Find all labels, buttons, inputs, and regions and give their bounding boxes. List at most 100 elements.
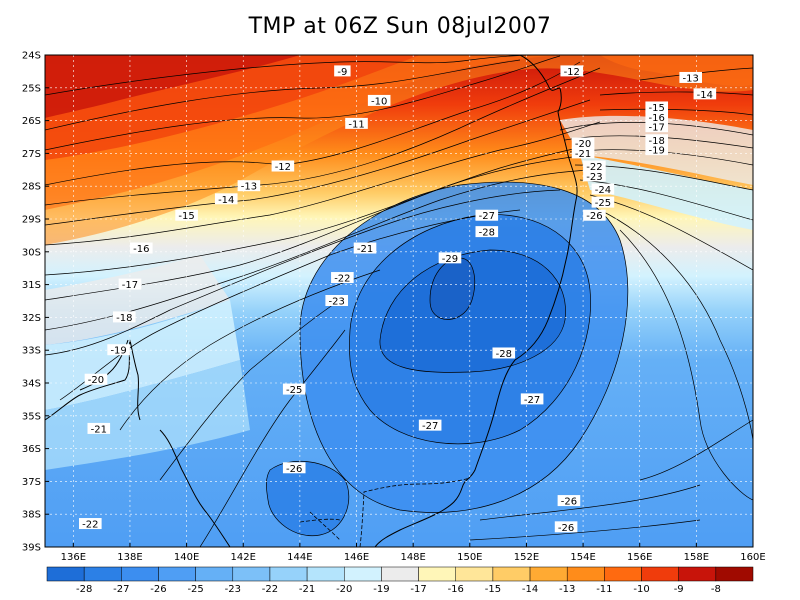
contour-label: -26: [583, 209, 606, 222]
colorbar-swatch: [529, 566, 568, 582]
lon-tick-label: 140E: [174, 552, 199, 563]
colorbar-swatch: [381, 566, 419, 582]
contour-label: -18: [112, 311, 136, 324]
contour-label: -21: [571, 147, 595, 160]
colorbar-label: -9: [674, 584, 684, 595]
contour-label-bg: [693, 88, 717, 100]
contour-label: -14: [214, 193, 238, 206]
contour-label-bg: [87, 422, 111, 434]
contour-label-text: -21: [357, 244, 373, 255]
lon-tick-label: 144E: [287, 552, 312, 563]
lon-tick-label: 136E: [61, 552, 86, 563]
contour-label: -26: [282, 462, 306, 475]
contour-label: -19: [645, 144, 669, 157]
contour-label-bg: [367, 94, 391, 106]
colorbar-label: -28: [76, 584, 92, 595]
contour-label-bg: [331, 272, 354, 284]
colorbar-label: -23: [225, 584, 241, 595]
lat-tick-label: 34S: [22, 379, 41, 390]
contour-label: -27: [475, 209, 499, 222]
contour-label-text: -22: [82, 520, 98, 531]
contour-label-bg: [345, 117, 368, 129]
contour-label-bg: [79, 518, 102, 530]
lat-tick-label: 25S: [22, 83, 41, 94]
contour-label-bg: [591, 183, 615, 195]
colorbar-swatch: [492, 566, 531, 582]
contour-label-bg: [214, 193, 238, 205]
colorbar: [46, 566, 754, 582]
contour-label-bg: [84, 373, 108, 385]
contour-label-text: -27: [422, 421, 438, 432]
colorbar-swatch: [604, 566, 642, 582]
colorbar-swatch: [83, 566, 122, 582]
colorbar-swatch: [121, 566, 159, 582]
contour-label-text: -26: [558, 523, 574, 534]
contour-label-bg: [560, 65, 584, 77]
contour-label-bg: [583, 160, 606, 172]
colorbar-swatch: [566, 566, 605, 582]
colorbar-label: -8: [711, 584, 721, 595]
colorbar-swatch: [195, 566, 234, 582]
contour-label: -29: [438, 252, 462, 265]
contour-label-text: -26: [286, 464, 302, 475]
contour-label-text: -21: [91, 424, 107, 435]
colorbar-swatch: [344, 566, 382, 582]
lon-tick-label: 150E: [457, 552, 482, 563]
contour-labels: -9-10-11-12-13-14-15-16-17-18-19-20-21-2…: [79, 65, 717, 534]
contour-label-bg: [353, 242, 377, 254]
lon-tick-label: 142E: [231, 552, 256, 563]
contour-label-text: -15: [178, 211, 194, 222]
contour-label-text: -14: [218, 195, 234, 206]
contour-label: -25: [282, 383, 306, 396]
contour-label-bg: [679, 71, 702, 83]
lat-tick-label: 32S: [22, 313, 41, 324]
colorbar-labels: -28 -27 -26 -25 -23 -22 -21 -20 -19 -17 -16 -15 -14 -…: [76, 584, 721, 595]
contour-label-text: -14: [697, 90, 713, 101]
lat-tick-label: 39S: [22, 543, 41, 554]
lat-tick-label: 31S: [22, 280, 41, 291]
colorbar-label: -26: [150, 584, 166, 595]
map-frame: [44, 54, 754, 548]
colorbar-label: -14: [522, 584, 538, 595]
lat-tick-label: 33S: [22, 346, 41, 357]
colorbar-swatch: [269, 566, 308, 582]
contour-label-bg: [645, 101, 669, 113]
contour-label-bg: [438, 252, 462, 264]
contour-label: -16: [129, 242, 153, 255]
contour-label-text: -13: [241, 182, 257, 193]
lon-tick-label: 152E: [514, 552, 539, 563]
contour-label-text: -27: [524, 395, 540, 406]
colorbar-swatch: [232, 566, 271, 582]
colorbar-label: -25: [187, 584, 203, 595]
contour-label: -12: [271, 160, 295, 173]
colorbar-label: -19: [373, 584, 389, 595]
contour-label: -24: [591, 183, 615, 196]
contour-label-text: -22: [334, 274, 350, 285]
contour-label: -16: [645, 111, 669, 124]
contour-label-text: -25: [286, 385, 302, 396]
contour-label-text: -16: [133, 244, 149, 255]
contour-label-text: -29: [442, 254, 458, 265]
contour-label-text: -24: [595, 185, 611, 196]
colorbar-label: -20: [336, 584, 352, 595]
contour-label: -19: [107, 344, 130, 357]
contour-label-text: -19: [649, 146, 665, 157]
contour-label: -20: [571, 137, 595, 150]
colorbar-swatch: [641, 566, 679, 582]
map-title: TMP at 06Z Sun 08jul2007: [248, 14, 552, 39]
colorbar-label: -11: [596, 584, 612, 595]
map-grid: [45, 55, 753, 547]
contour-label-text: -17: [649, 123, 665, 134]
lat-tick-label: 28S: [22, 182, 41, 193]
contour-label: -17: [118, 278, 142, 291]
contour-label: -26: [557, 495, 581, 508]
contour-label-bg: [325, 295, 348, 306]
contour-label-text: -17: [122, 280, 138, 291]
lon-tick-label: 160E: [740, 552, 765, 563]
contour-label-bg: [571, 137, 595, 149]
lat-tick-label: 24S: [22, 51, 41, 62]
colorbar-label: -17: [410, 584, 426, 595]
contour-label-text: -27: [479, 211, 495, 222]
contour-label-bg: [645, 111, 669, 123]
lat-tick-label: 36S: [22, 444, 41, 455]
